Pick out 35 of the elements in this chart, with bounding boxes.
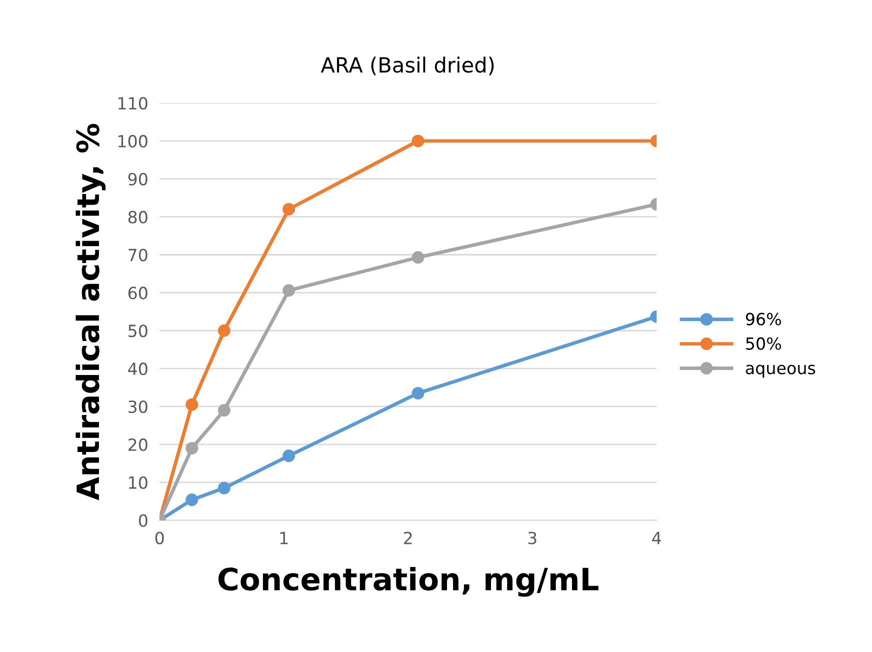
y-axis-title: Antiradical activity, % — [76, 124, 106, 500]
point — [412, 386, 424, 400]
point — [186, 494, 198, 506]
point — [218, 482, 230, 494]
x-tick-label: 3 — [528, 532, 536, 544]
point — [412, 134, 424, 148]
point — [282, 450, 296, 462]
legend-label: 96% — [746, 312, 782, 326]
y-tick-label: 80 — [128, 210, 148, 224]
point — [282, 202, 296, 216]
y-tick-label: 90 — [128, 172, 148, 186]
y-tick-label: 70 — [128, 248, 148, 262]
point — [218, 324, 230, 337]
y-tick-label: 50 — [128, 324, 148, 338]
point — [412, 251, 424, 264]
legend-label: aqueous — [746, 364, 816, 378]
y-tick-label: 30 — [128, 400, 148, 414]
x-tick-label: 1 — [280, 532, 288, 544]
y-tick-label: 100 — [118, 134, 148, 148]
point — [186, 398, 198, 411]
y-tick-label: 0 — [138, 514, 148, 527]
point — [186, 442, 198, 454]
x-tick-label: 2 — [404, 532, 412, 544]
x-tick-label: 4 — [652, 532, 661, 544]
x-axis-title: Concentration, mg/mL — [218, 566, 598, 597]
y-tick-label: 10 — [129, 476, 148, 489]
point — [218, 404, 230, 417]
chart-title: ARA (Basil dried) — [320, 56, 494, 76]
y-tick-label: 110 — [118, 96, 148, 110]
y-tick-label: 60 — [128, 286, 148, 300]
x-tick-label: 0 — [155, 532, 164, 544]
point — [282, 284, 296, 297]
legend-label: 50% — [746, 337, 782, 350]
y-tick-label: 20 — [128, 438, 148, 451]
y-tick-label: 40 — [128, 362, 148, 376]
